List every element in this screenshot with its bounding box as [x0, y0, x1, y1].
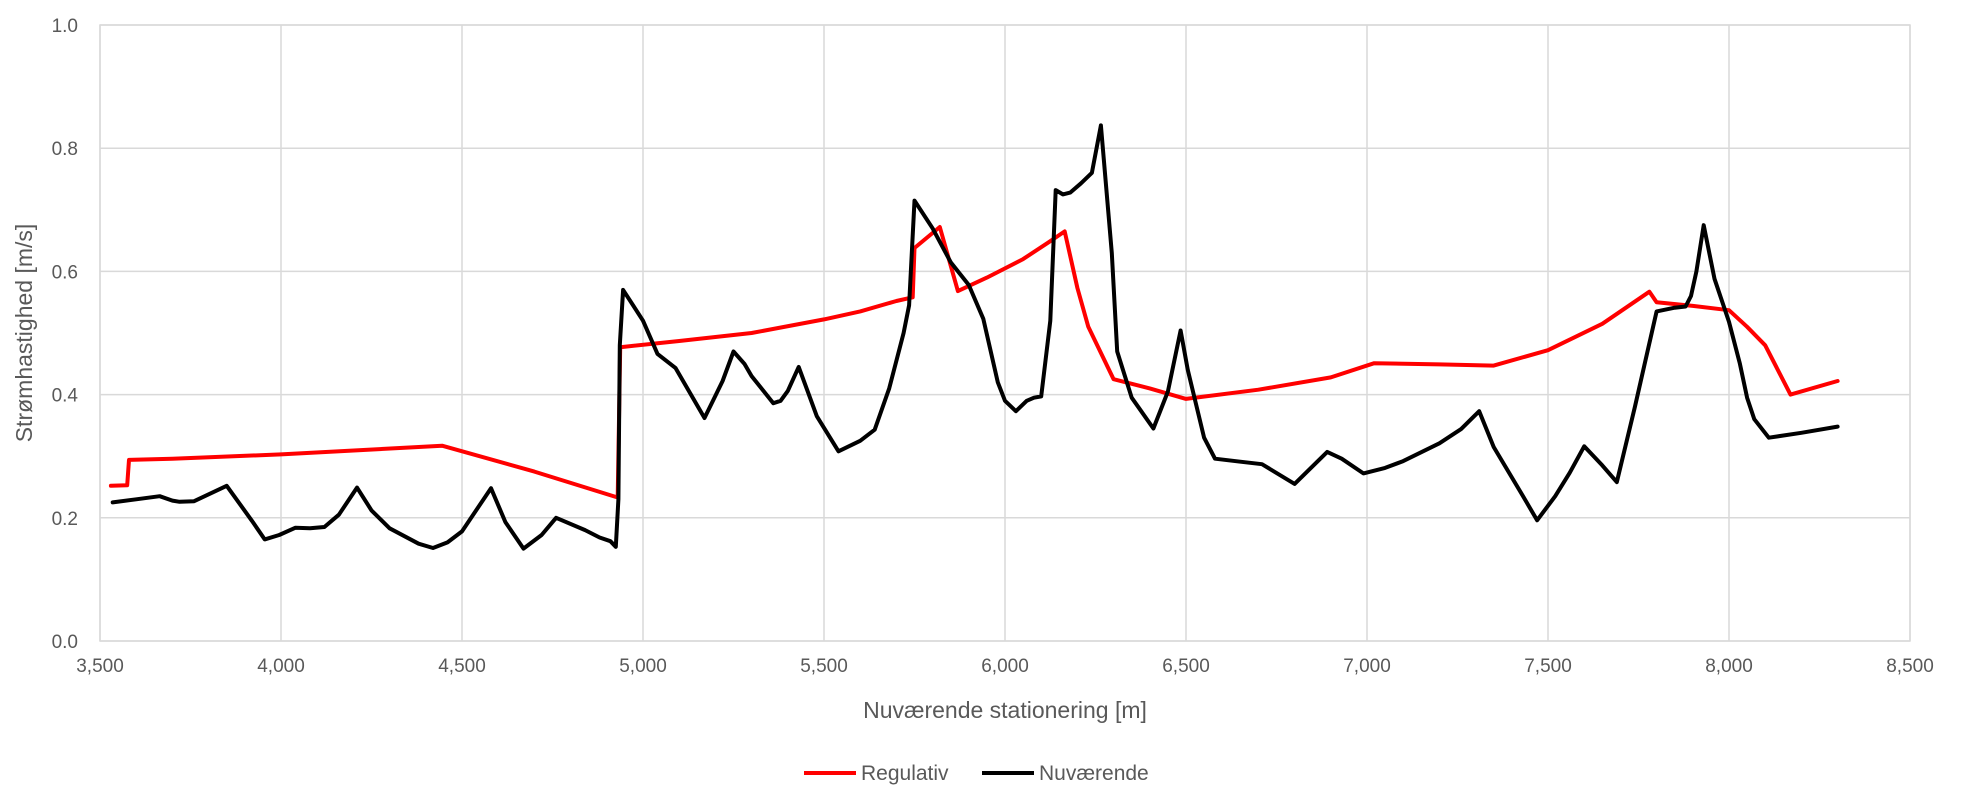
y-tick-label: 0.4: [52, 386, 79, 407]
x-tick-label: 4,000: [257, 656, 305, 677]
legend: Regulativ Nuværende: [804, 762, 1149, 785]
x-tick-labels: 3,500 4,000 4,500 5,000 5,500 6,000 6,500 7,000…: [76, 656, 1934, 677]
y-tick-label: 0.2: [52, 509, 78, 530]
x-tick-label: 5,000: [619, 656, 667, 677]
x-tick-label: 7,500: [1524, 656, 1572, 677]
legend-item: Nuværende: [982, 762, 1149, 785]
y-axis-label: Strømhastighed [m/s]: [11, 224, 37, 443]
y-tick-label: 0.6: [52, 262, 78, 283]
legend-label: Nuværende: [1039, 762, 1149, 785]
x-axis-label: Nuværende stationering [m]: [863, 697, 1147, 723]
y-tick-labels: 0.0 0.2 0.4 0.6 0.8 1.0: [52, 16, 79, 653]
series-line-nuvaerende: [110, 123, 1840, 551]
legend-label: Regulativ: [861, 762, 949, 785]
x-tick-label: 5,500: [800, 656, 848, 677]
x-tick-label: 4,500: [438, 656, 486, 677]
y-tick-label: 1.0: [52, 16, 78, 37]
x-tick-label: 3,500: [76, 656, 124, 677]
legend-item: Regulativ: [804, 762, 949, 785]
x-tick-label: 8,000: [1705, 656, 1753, 677]
y-tick-label: 0.0: [52, 632, 78, 653]
y-tick-label: 0.8: [52, 139, 78, 160]
x-tick-label: 8,500: [1886, 656, 1934, 677]
plot-area: [99, 24, 1911, 642]
x-tick-label: 6,500: [1162, 656, 1210, 677]
x-tick-label: 7,000: [1343, 656, 1391, 677]
series-line-regulativ: [108, 225, 1840, 500]
x-tick-label: 6,000: [981, 656, 1029, 677]
series-layer: [108, 123, 1840, 551]
